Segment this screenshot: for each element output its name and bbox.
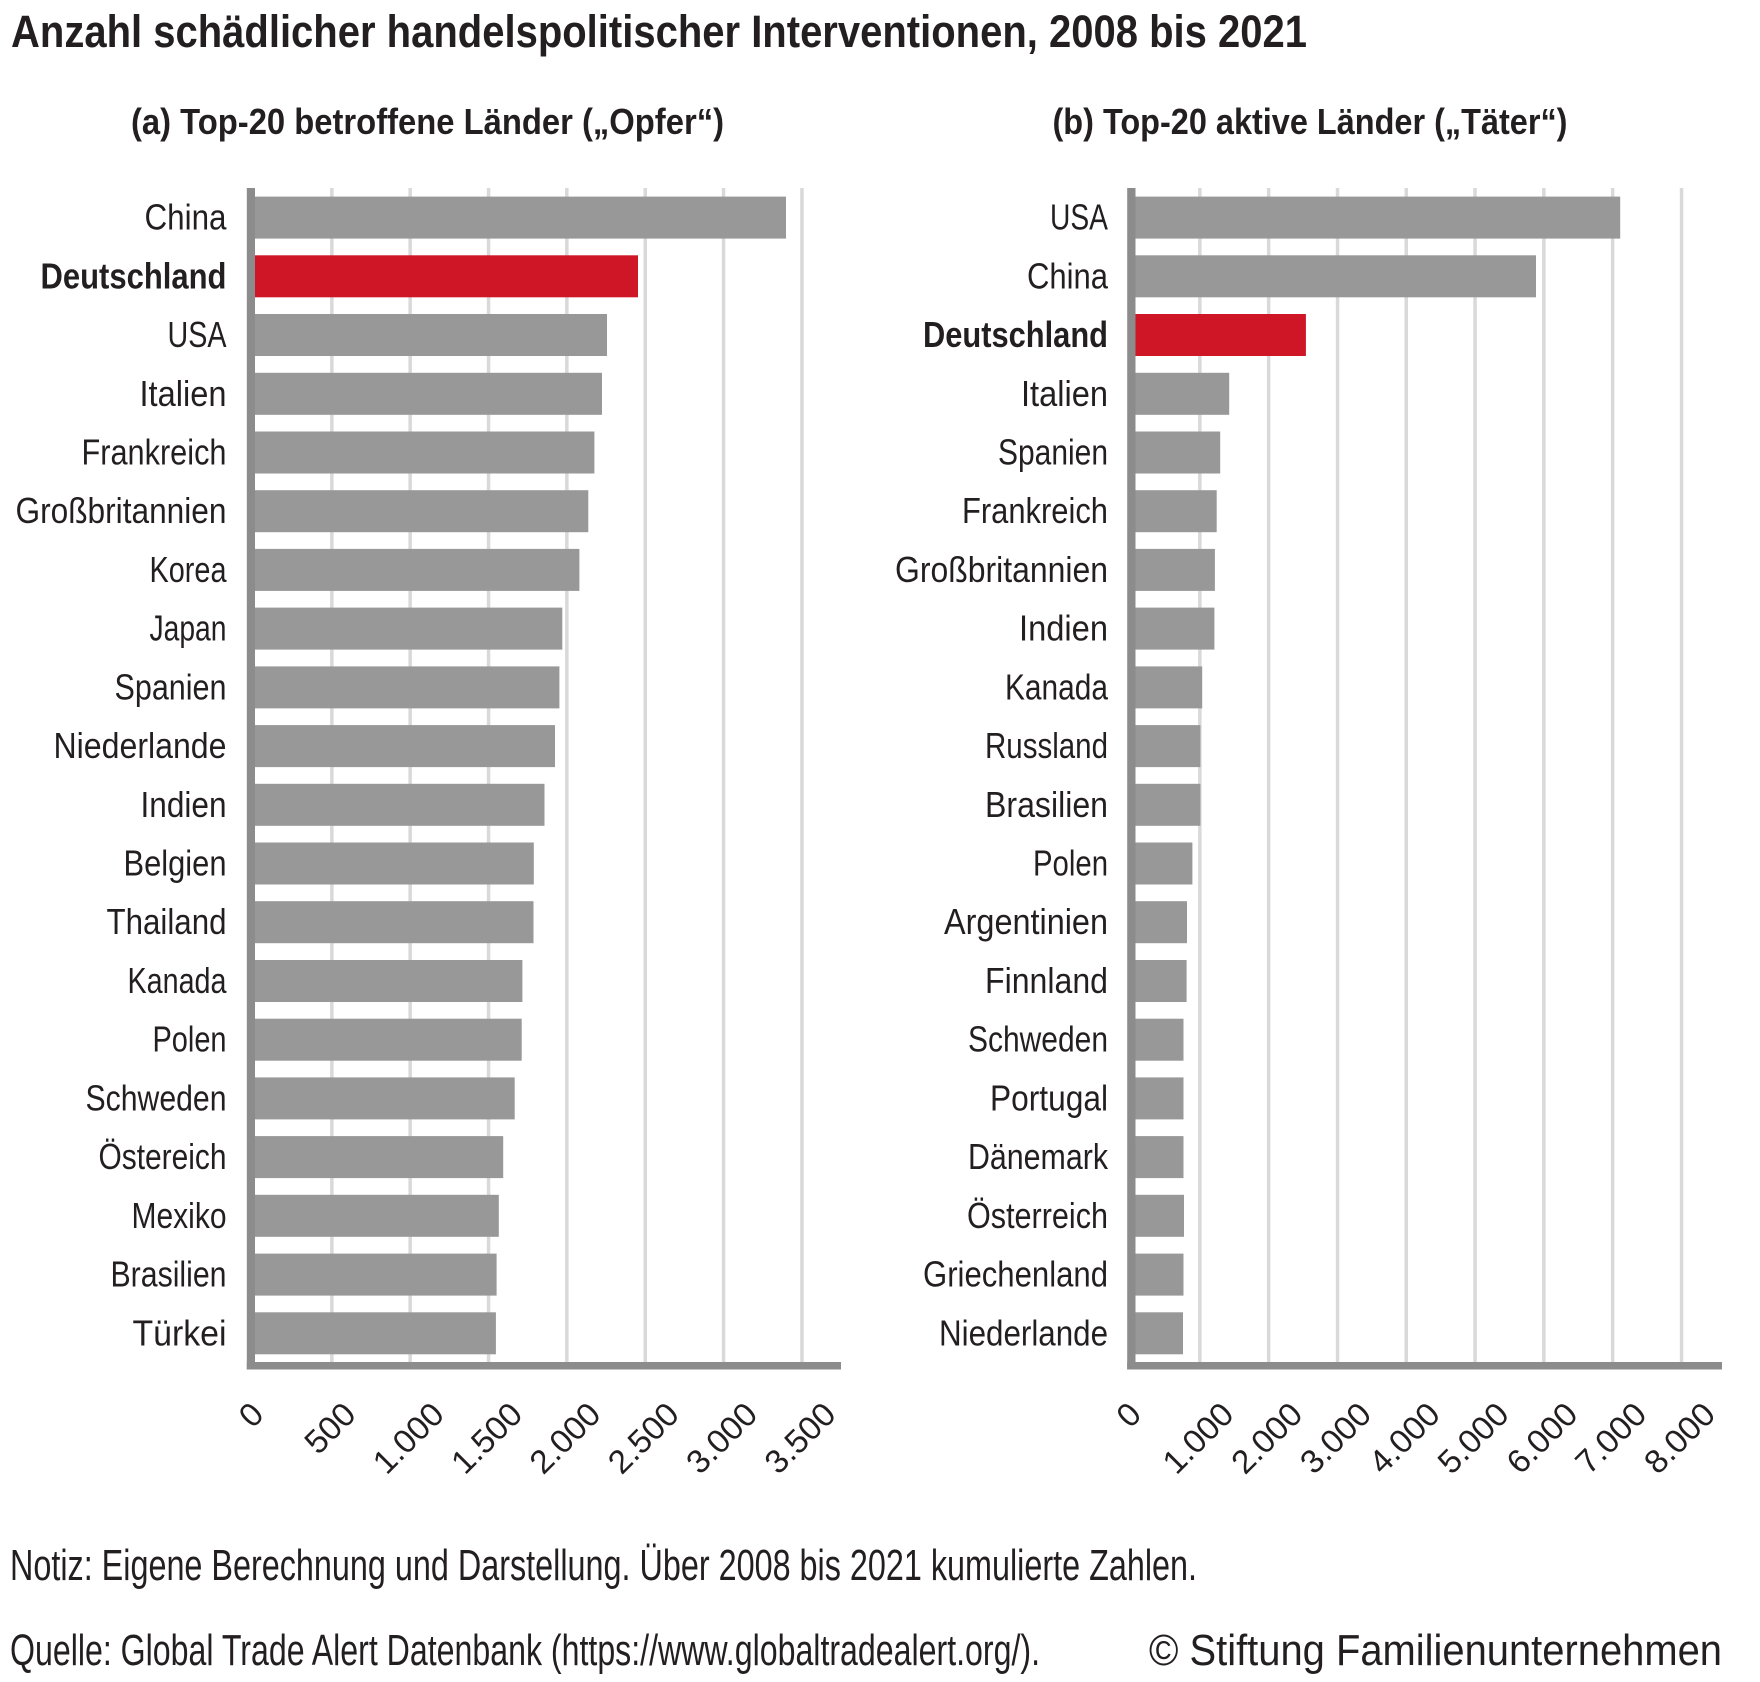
svg-text:Indien: Indien [1019,608,1108,649]
svg-text:Thailand: Thailand [107,901,227,942]
svg-text:(a) Top-20 betroffene Länder (: (a) Top-20 betroffene Länder („Opfer“) [131,101,724,142]
svg-text:Deutschland: Deutschland [41,255,227,296]
svg-text:Niederlande: Niederlande [54,725,227,766]
svg-text:China: China [145,197,228,238]
svg-text:Österreich: Österreich [967,1195,1108,1236]
svg-text:Frankreich: Frankreich [962,490,1108,531]
svg-text:Spanien: Spanien [998,432,1108,473]
svg-text:Großbritannien: Großbritannien [895,549,1108,590]
svg-text:Brasilien: Brasilien [985,784,1108,825]
svg-text:USA: USA [1050,197,1108,238]
svg-text:Türkei: Türkei [133,1312,227,1353]
svg-text:Italien: Italien [1021,373,1108,414]
svg-text:Deutschland: Deutschland [923,314,1108,355]
svg-text:(b) Top-20 aktive Länder („Tät: (b) Top-20 aktive Länder („Täter“) [1053,101,1568,142]
svg-text:Argentinien: Argentinien [944,901,1108,942]
svg-text:Brasilien: Brasilien [111,1254,227,1295]
svg-text:Notiz: Eigene Berechnung und D: Notiz: Eigene Berechnung und Darstellung… [10,1541,1197,1590]
svg-text:Schweden: Schweden [968,1019,1108,1060]
svg-text:Schweden: Schweden [86,1077,227,1118]
svg-text:Italien: Italien [140,373,227,414]
svg-text:Indien: Indien [141,784,227,825]
svg-text:Großbritannien: Großbritannien [16,490,227,531]
svg-text:Finnland: Finnland [985,960,1108,1001]
svg-text:Kanada: Kanada [128,960,228,1001]
svg-text:Niederlande: Niederlande [939,1312,1108,1353]
svg-text:China: China [1027,255,1109,296]
svg-text:Polen: Polen [1033,843,1108,884]
svg-text:Russland: Russland [985,725,1108,766]
svg-text:Spanien: Spanien [115,666,227,707]
svg-text:© Stiftung Familienunternehmen: © Stiftung Familienunternehmen [1149,1626,1722,1675]
svg-text:Belgien: Belgien [124,843,227,884]
svg-text:USA: USA [168,314,227,355]
svg-text:Portugal: Portugal [990,1077,1108,1118]
svg-text:Frankreich: Frankreich [82,432,227,473]
svg-text:Kanada: Kanada [1005,666,1109,707]
svg-text:Anzahl schädlicher handelspoli: Anzahl schädlicher handelspolitischer In… [11,6,1307,57]
svg-text:Dänemark: Dänemark [968,1136,1109,1177]
svg-text:Griechenland: Griechenland [923,1254,1108,1295]
svg-text:Korea: Korea [150,549,228,590]
svg-text:Quelle: Global Trade Alert Dat: Quelle: Global Trade Alert Datenbank (ht… [10,1626,1040,1675]
svg-text:Östereich: Östereich [99,1136,227,1177]
svg-text:Mexiko: Mexiko [132,1195,227,1236]
svg-text:Polen: Polen [153,1019,227,1060]
svg-text:Japan: Japan [150,608,227,649]
